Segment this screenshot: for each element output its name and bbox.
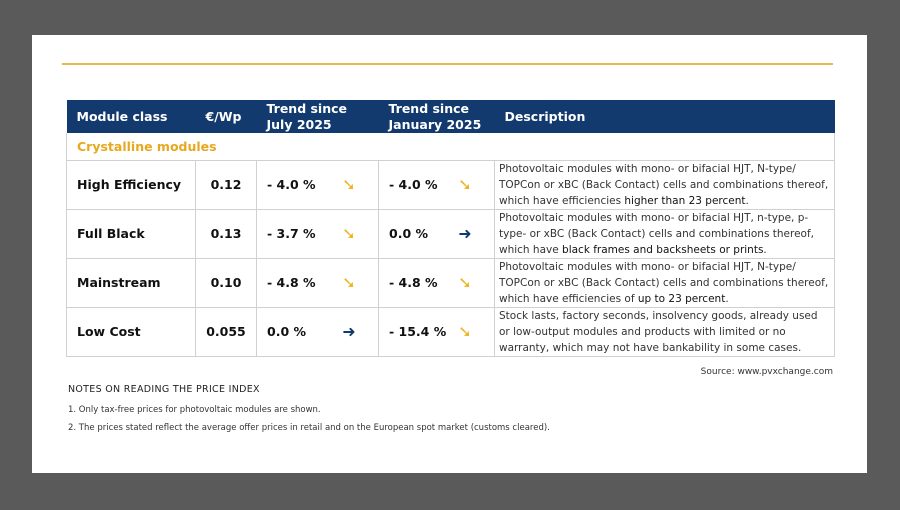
trend-july: - 3.7 % bbox=[267, 226, 316, 241]
price: 0.055 bbox=[195, 306, 257, 357]
trend-jan-cell: - 4.0 % ➘ bbox=[378, 159, 495, 210]
arrow-down-right-icon: ➘ bbox=[342, 224, 356, 243]
arrow-right-icon: ➜ bbox=[458, 224, 472, 243]
description-end: . bbox=[745, 194, 749, 207]
trend-jan: 0.0 % bbox=[389, 226, 429, 241]
divider-line bbox=[62, 63, 833, 65]
trend-jan: - 4.8 % bbox=[389, 275, 438, 290]
description: Photovoltaic modules with mono- or bifac… bbox=[494, 257, 835, 308]
trend-july-cell: - 4.8 % ➘ bbox=[256, 257, 379, 308]
description-text: Photovoltaic modules with mono- or bifac… bbox=[499, 162, 829, 207]
module-name: Mainstream bbox=[66, 257, 196, 308]
header-description: Description bbox=[494, 100, 835, 133]
description-text: Photovoltaic modules with mono- or bifac… bbox=[499, 260, 829, 305]
description-emphasis: black frames and backsheets or prints bbox=[562, 243, 764, 256]
price: 0.12 bbox=[195, 159, 257, 210]
trend-jan-cell: - 15.4 % ➘ bbox=[378, 306, 495, 357]
table-row: Full Black 0.13 - 3.7 % ➘ 0.0 % ➜ Photovol… bbox=[66, 208, 835, 259]
description-text: Stock lasts, factory seconds, insolvency… bbox=[499, 309, 818, 354]
trend-july-cell: - 4.0 % ➘ bbox=[256, 159, 379, 210]
trend-july: - 4.0 % bbox=[267, 177, 316, 192]
source-note: Source: www.pvxchange.com bbox=[700, 367, 833, 377]
description-text: Photovoltaic modules with mono- or bifac… bbox=[499, 211, 814, 256]
section-row: Crystalline modules bbox=[66, 133, 835, 161]
arrow-down-right-icon: ➘ bbox=[458, 175, 472, 194]
arrow-down-right-icon: ➘ bbox=[458, 322, 472, 341]
description-emphasis: up to 23 percent bbox=[637, 292, 726, 305]
module-name: High Efficiency bbox=[66, 159, 196, 210]
arrow-down-right-icon: ➘ bbox=[342, 273, 356, 292]
table-row: Low Cost 0.055 0.0 % ➜ - 15.4 % ➘ Stock la… bbox=[66, 306, 835, 357]
price: 0.10 bbox=[195, 257, 257, 308]
header-trend-july: Trend since July 2025 bbox=[256, 100, 379, 133]
table-row: High Efficiency 0.12 - 4.0 % ➘ - 4.0 % ➘ P… bbox=[66, 159, 835, 210]
trend-july: 0.0 % bbox=[267, 324, 307, 339]
trend-jan: - 15.4 % bbox=[389, 324, 447, 339]
document-page: Module class €/Wp Trend since July 2025 … bbox=[32, 35, 867, 473]
price: 0.13 bbox=[195, 208, 257, 259]
price-index-table: Module class €/Wp Trend since July 2025 … bbox=[66, 100, 835, 357]
arrow-down-right-icon: ➘ bbox=[458, 273, 472, 292]
description: Stock lasts, factory seconds, insolvency… bbox=[494, 306, 835, 357]
trend-jan-cell: 0.0 % ➜ bbox=[378, 208, 495, 259]
note-1: 1. Only tax-free prices for photovoltaic… bbox=[68, 405, 321, 415]
header-module-class: Module class bbox=[66, 100, 196, 133]
notes-title: NOTES ON READING THE PRICE INDEX bbox=[68, 384, 260, 395]
header-price: €/Wp bbox=[195, 100, 257, 133]
header-trend-jan: Trend since January 2025 bbox=[378, 100, 495, 133]
arrow-down-right-icon: ➘ bbox=[342, 175, 356, 194]
note-2: 2. The prices stated reflect the average… bbox=[68, 423, 550, 433]
module-name: Low Cost bbox=[66, 306, 196, 357]
trend-jan-cell: - 4.8 % ➘ bbox=[378, 257, 495, 308]
section-title: Crystalline modules bbox=[66, 133, 835, 161]
trend-july: - 4.8 % bbox=[267, 275, 316, 290]
arrow-right-icon: ➜ bbox=[342, 322, 356, 341]
description-end: . bbox=[763, 243, 767, 256]
table-row: Mainstream 0.10 - 4.8 % ➘ - 4.8 % ➘ Photov… bbox=[66, 257, 835, 308]
module-name: Full Black bbox=[66, 208, 196, 259]
description: Photovoltaic modules with mono- or bifac… bbox=[494, 208, 835, 259]
trend-july-cell: - 3.7 % ➘ bbox=[256, 208, 379, 259]
trend-july-cell: 0.0 % ➜ bbox=[256, 306, 379, 357]
description-emphasis: higher than 23 percent bbox=[624, 194, 746, 207]
table-header: Module class €/Wp Trend since July 2025 … bbox=[66, 100, 835, 133]
description: Photovoltaic modules with mono- or bifac… bbox=[494, 159, 835, 210]
trend-jan: - 4.0 % bbox=[389, 177, 438, 192]
description-end: . bbox=[725, 292, 729, 305]
